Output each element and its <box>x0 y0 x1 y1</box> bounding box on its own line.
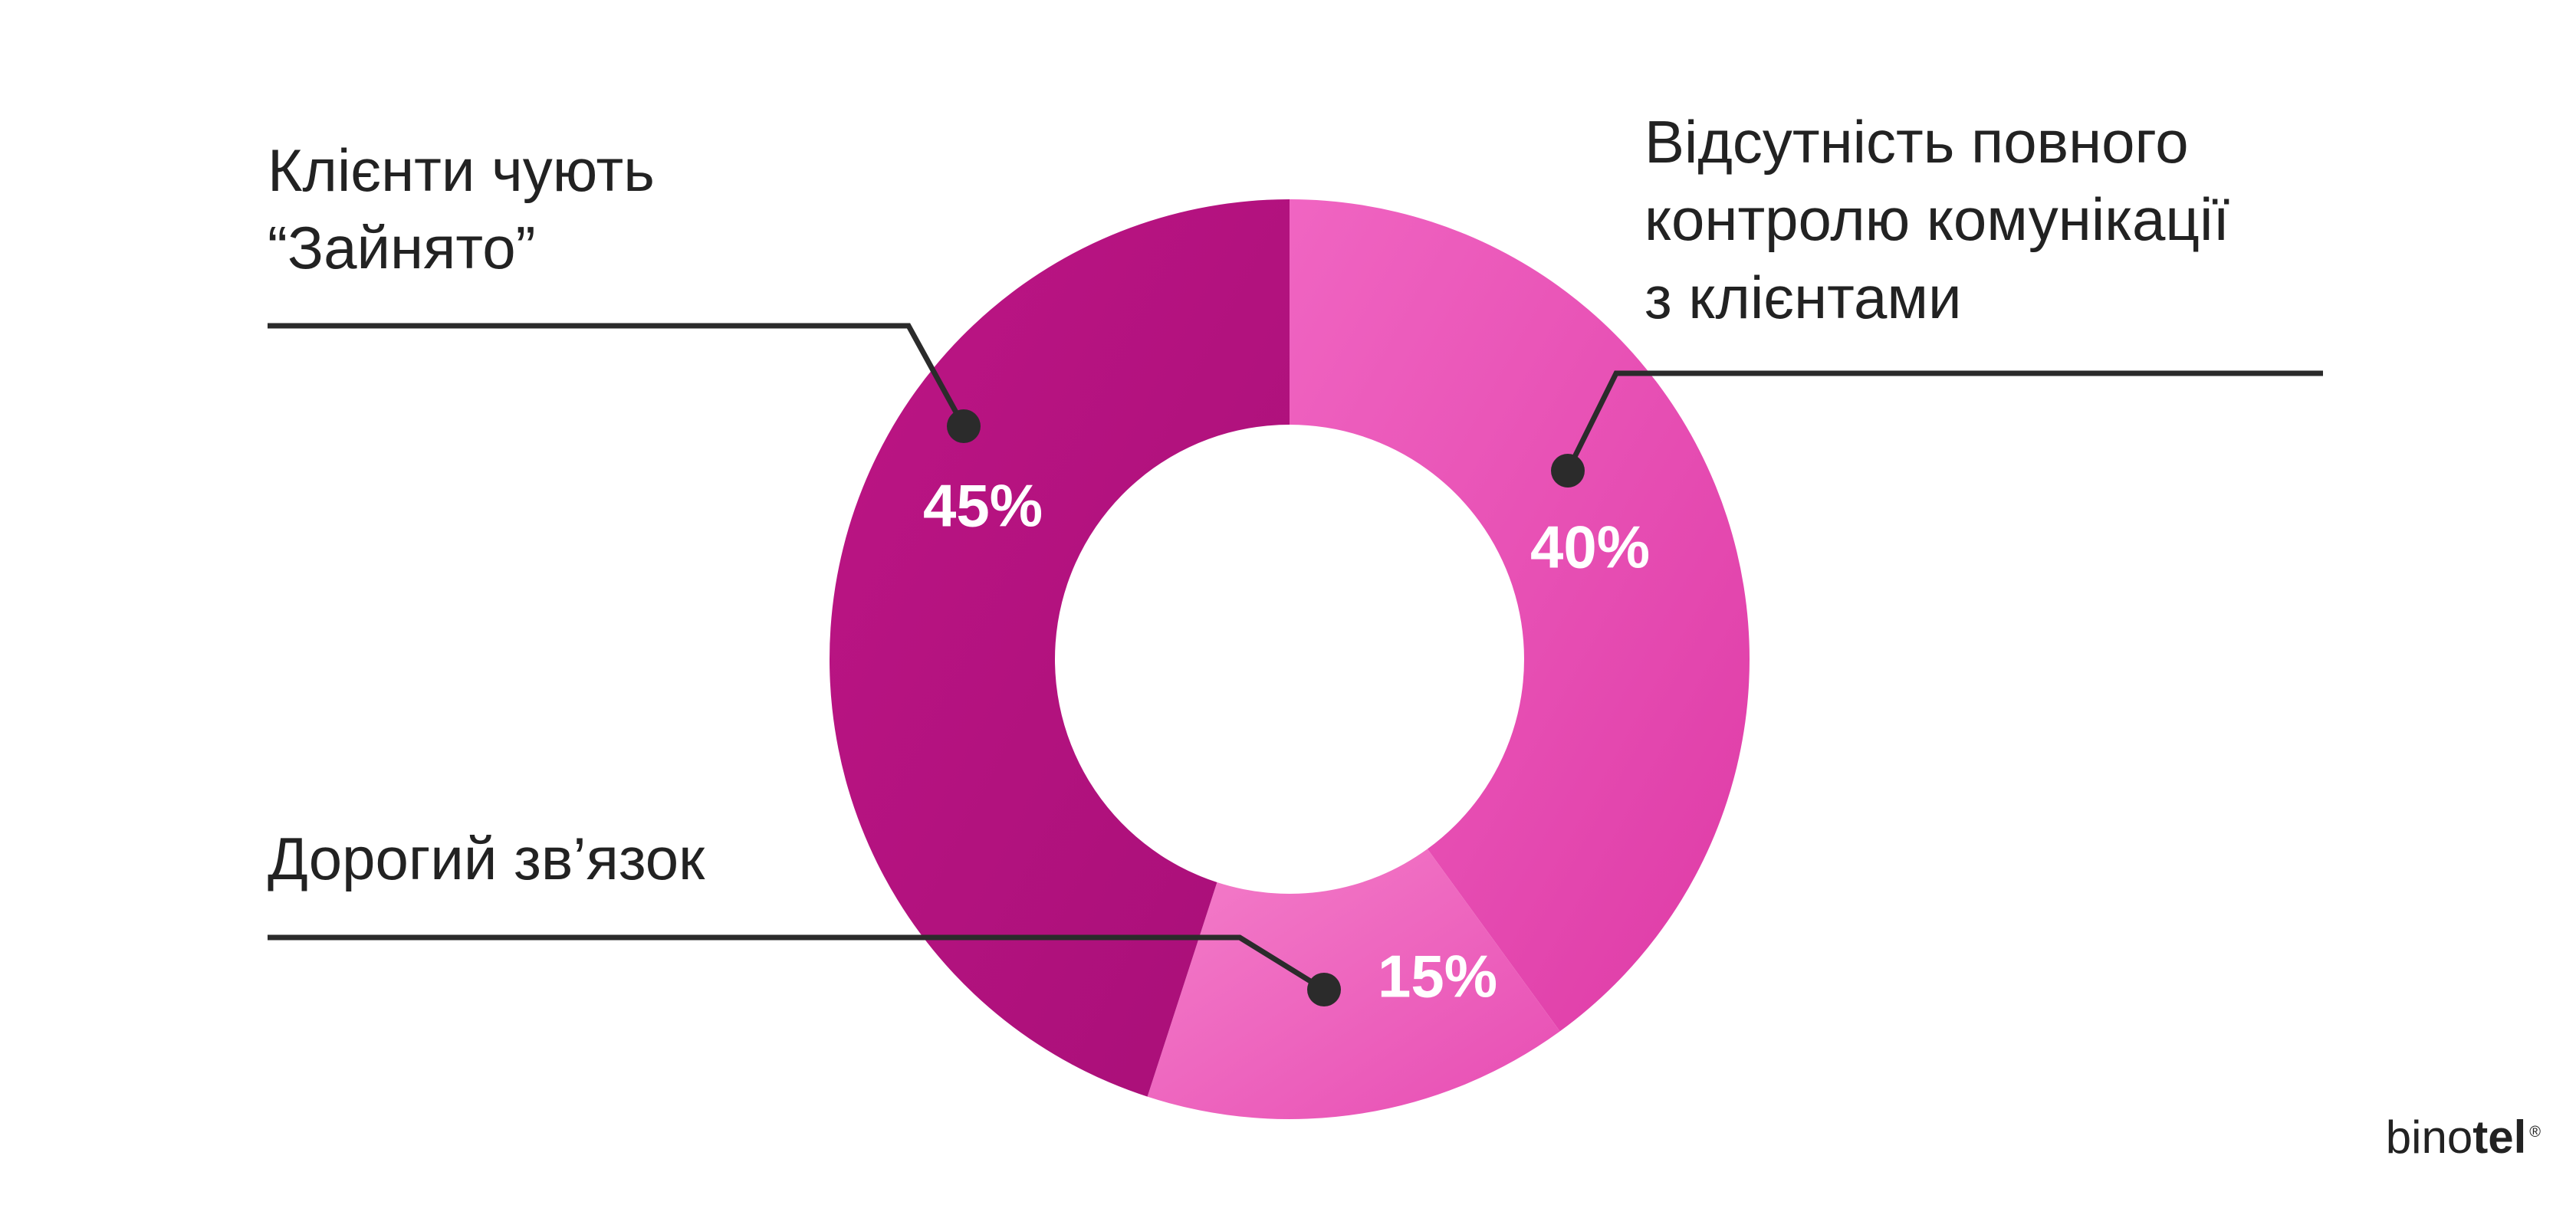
slice-labels: 40% 15% 45% <box>923 472 1650 1010</box>
callout-lack-of-control: Відсутність повного контролю комунікації… <box>1644 103 2488 337</box>
callout-control-line-3: з клієнтами <box>1644 263 1962 331</box>
callout-busy-line-1: Клієнти чують <box>268 136 655 204</box>
callout-control-line-1: Відсутність повного <box>1644 108 2189 176</box>
registered-mark: ® <box>2529 1124 2541 1141</box>
callout-busy-line-2: “Зайнято” <box>268 214 536 282</box>
donut-slices <box>830 199 1750 1119</box>
leader-expensive-calls-dot <box>1307 973 1341 1006</box>
binotel-logo: binotel ® <box>2386 1111 2541 1164</box>
slice-busy-signal <box>830 199 1290 1097</box>
leader-lines <box>268 323 2323 1006</box>
leader-lack-of-control <box>1565 370 2323 472</box>
callout-busy-signal: Клієнти чують “Зайнято” <box>268 132 958 287</box>
label-expensive-calls: 15% <box>1378 943 1497 1010</box>
label-lack-of-control: 40% <box>1530 514 1650 581</box>
leader-expensive-calls <box>268 934 1326 992</box>
slice-expensive-calls <box>1147 849 1560 1119</box>
callout-cost-line-1: Дорогий зв’язок <box>268 825 705 892</box>
callout-expensive-calls: Дорогий зв’язок <box>268 820 1034 898</box>
leader-lack-of-control-dot <box>1551 454 1585 488</box>
label-busy-signal: 45% <box>923 472 1043 540</box>
leader-busy-signal <box>268 323 967 428</box>
slice-lack-of-control <box>1290 199 1750 1032</box>
leader-busy-signal-dot <box>947 409 981 443</box>
logo-text-part1: bino <box>2385 1111 2473 1163</box>
callout-control-line-2: контролю комунікації <box>1644 186 2230 254</box>
logo-text-part2: tel <box>2472 1111 2527 1163</box>
